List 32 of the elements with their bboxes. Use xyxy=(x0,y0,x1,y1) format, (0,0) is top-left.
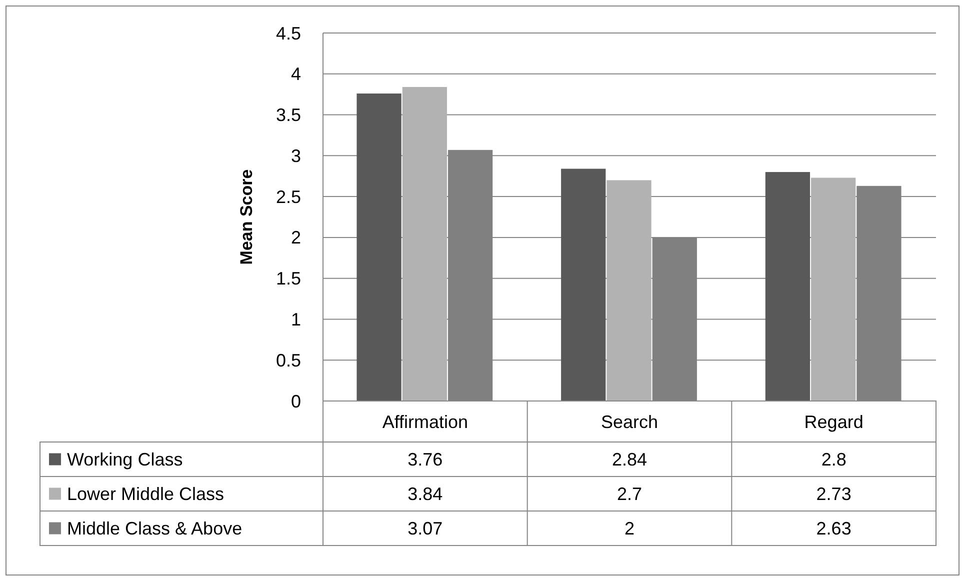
data-label: 2.63 xyxy=(816,518,852,539)
y-tick-label: 2 xyxy=(290,228,301,248)
legend-label: Working Class xyxy=(67,450,183,470)
y-tick-label: 1 xyxy=(290,310,301,330)
legend-label: Lower Middle Class xyxy=(67,484,224,504)
y-tick-label: 0 xyxy=(290,391,301,412)
x-tick-label: Regard xyxy=(804,412,864,432)
y-tick-label: 3.5 xyxy=(276,105,301,126)
data-label: 2.73 xyxy=(816,484,852,504)
y-tick-label: 2.5 xyxy=(276,186,301,207)
y-tick-label: 4 xyxy=(290,64,301,84)
bar xyxy=(561,168,606,401)
data-label: 3.84 xyxy=(408,484,443,504)
data-label: 2 xyxy=(624,518,635,539)
data-label: 3.76 xyxy=(408,450,443,470)
y-tick-label: 0.5 xyxy=(276,350,301,370)
y-tick-label: 4.5 xyxy=(276,23,301,44)
bar xyxy=(356,94,402,401)
y-axis-title: Mean Score xyxy=(237,169,256,265)
data-label: 2.84 xyxy=(612,450,648,470)
bar xyxy=(402,86,447,401)
bar xyxy=(606,180,652,401)
data-label: 3.07 xyxy=(408,518,443,539)
data-label: 2.8 xyxy=(821,450,846,470)
bar xyxy=(765,172,810,401)
x-tick-label: Search xyxy=(600,412,658,432)
bar xyxy=(811,178,856,401)
data-label: 2.7 xyxy=(616,484,642,504)
legend-label: Middle Class & Above xyxy=(67,518,242,539)
y-tick-label: 1.5 xyxy=(276,268,301,289)
x-tick-label: Affirmation xyxy=(382,412,468,432)
y-tick-label: 3 xyxy=(290,146,301,166)
